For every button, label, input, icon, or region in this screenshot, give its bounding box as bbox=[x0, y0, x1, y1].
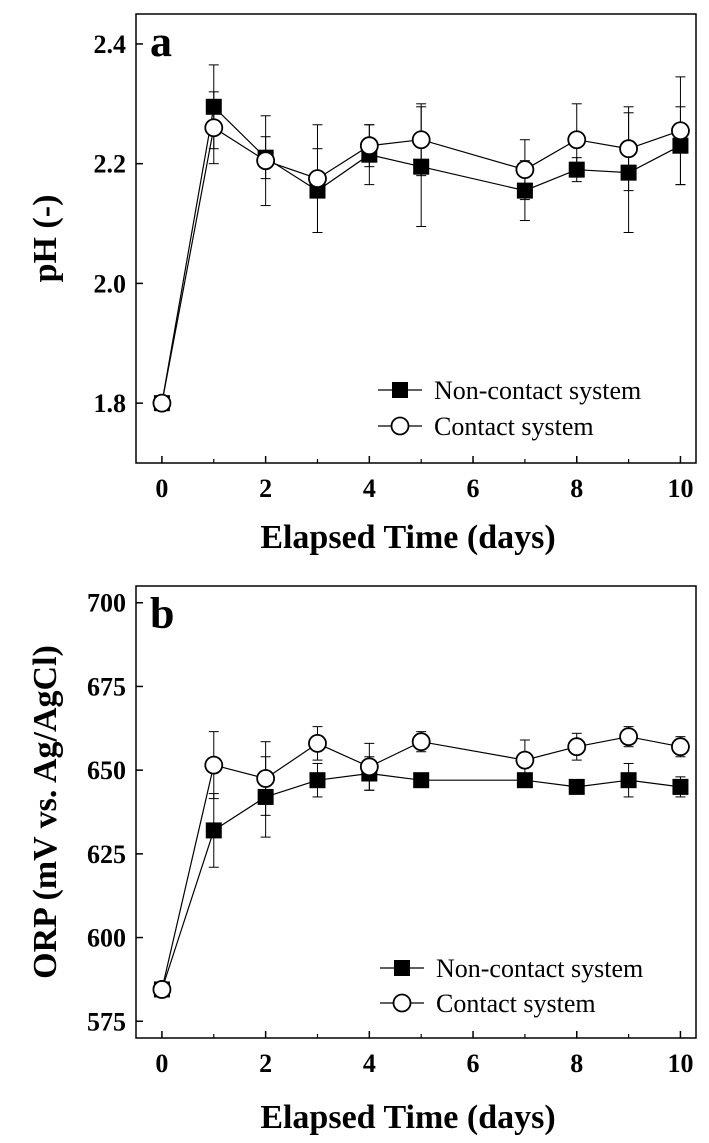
series-contact bbox=[152, 76, 690, 413]
data-point-circle bbox=[308, 733, 327, 753]
data-point-circle bbox=[152, 393, 172, 413]
data-point-circle bbox=[204, 755, 224, 775]
y-tick-label: 675 bbox=[87, 672, 126, 701]
y-tick-label: 650 bbox=[87, 756, 126, 785]
series-line bbox=[161, 772, 681, 990]
x-tick-label: 6 bbox=[467, 1049, 480, 1078]
panel-letter: b bbox=[150, 589, 174, 638]
legend: Non-contact system Contact system bbox=[378, 376, 641, 441]
x-axis-label: Elapsed Time (days) bbox=[260, 1099, 555, 1136]
legend-marker-circle bbox=[390, 416, 410, 436]
y-tick-label: 625 bbox=[87, 840, 126, 869]
x-tick-label: 2 bbox=[259, 474, 272, 503]
y-axis-label: pH (-) bbox=[27, 195, 64, 283]
data-point-circle bbox=[359, 136, 379, 156]
legend-label: Non-contact system bbox=[434, 376, 641, 405]
series-line bbox=[161, 126, 681, 404]
data-point-circle bbox=[671, 121, 690, 141]
x-axis-label: Elapsed Time (days) bbox=[260, 519, 555, 556]
y-tick-label: 1.8 bbox=[94, 389, 127, 418]
legend: Non-contact system Contact system bbox=[380, 954, 643, 1018]
x-tick-label: 4 bbox=[363, 1049, 376, 1078]
y-tick-label: 2.2 bbox=[94, 150, 127, 179]
legend-label: Non-contact system bbox=[436, 954, 643, 983]
data-point-square bbox=[672, 778, 689, 795]
data-point-circle bbox=[567, 130, 587, 150]
x-tick-label: 10 bbox=[667, 1049, 693, 1078]
legend-label: Contact system bbox=[436, 989, 596, 1018]
data-point-circle bbox=[567, 737, 587, 757]
x-tick-label: 0 bbox=[155, 474, 168, 503]
legend-marker-square bbox=[394, 960, 410, 976]
y-tick-label: 2.4 bbox=[94, 30, 127, 59]
y-tick-label: 2.0 bbox=[94, 269, 127, 298]
data-point-circle bbox=[619, 139, 638, 159]
data-point-circle bbox=[308, 169, 327, 189]
data-point-circle bbox=[515, 160, 535, 180]
data-point-square bbox=[568, 778, 585, 795]
x-tick-label: 6 bbox=[467, 474, 480, 503]
x-tick-label: 8 bbox=[570, 474, 583, 503]
series-line bbox=[161, 736, 681, 990]
data-point-circle bbox=[152, 980, 172, 999]
plot-frame bbox=[135, 13, 697, 464]
x-tick-label: 10 bbox=[667, 474, 693, 503]
y-tick-label: 575 bbox=[87, 1007, 126, 1036]
data-point-square bbox=[309, 772, 326, 789]
y-tick-label: 600 bbox=[87, 924, 126, 953]
y-axis-label: ORP (mV vs. Ag/AgCl) bbox=[27, 645, 64, 979]
series-contact bbox=[152, 726, 690, 999]
data-point-square bbox=[413, 772, 430, 789]
chart-panel-b: b 0 2 4 6 8 10 575 600 625 650 675 700 Elapsed Time (… bbox=[27, 585, 697, 1136]
y-tick-label: 700 bbox=[87, 589, 126, 618]
data-point-circle bbox=[411, 130, 431, 150]
x-tick-label: 0 bbox=[155, 1049, 168, 1078]
x-tick-label: 8 bbox=[570, 1049, 583, 1078]
x-tick-label: 2 bbox=[259, 1049, 272, 1078]
series-line bbox=[161, 105, 681, 404]
chart-panel-a: a 0 2 4 6 8 10 1.8 2.0 2.2 2.4 Elapsed Time (days) p… bbox=[27, 13, 697, 556]
data-point-circle bbox=[359, 757, 379, 777]
data-point-circle bbox=[671, 737, 690, 757]
legend-marker-circle bbox=[392, 993, 412, 1013]
data-point-square bbox=[205, 822, 222, 839]
data-point-circle bbox=[619, 727, 638, 747]
plot-frame bbox=[135, 585, 697, 1039]
data-point-circle bbox=[411, 732, 431, 752]
x-tick-label: 4 bbox=[363, 474, 376, 503]
data-point-circle bbox=[515, 750, 535, 770]
legend-marker-square bbox=[392, 382, 408, 398]
legend-label: Contact system bbox=[434, 412, 594, 441]
data-point-circle bbox=[256, 769, 276, 788]
data-point-circle bbox=[204, 118, 224, 138]
data-point-circle bbox=[256, 151, 276, 171]
data-point-square bbox=[620, 772, 637, 789]
panel-letter: a bbox=[150, 17, 172, 66]
